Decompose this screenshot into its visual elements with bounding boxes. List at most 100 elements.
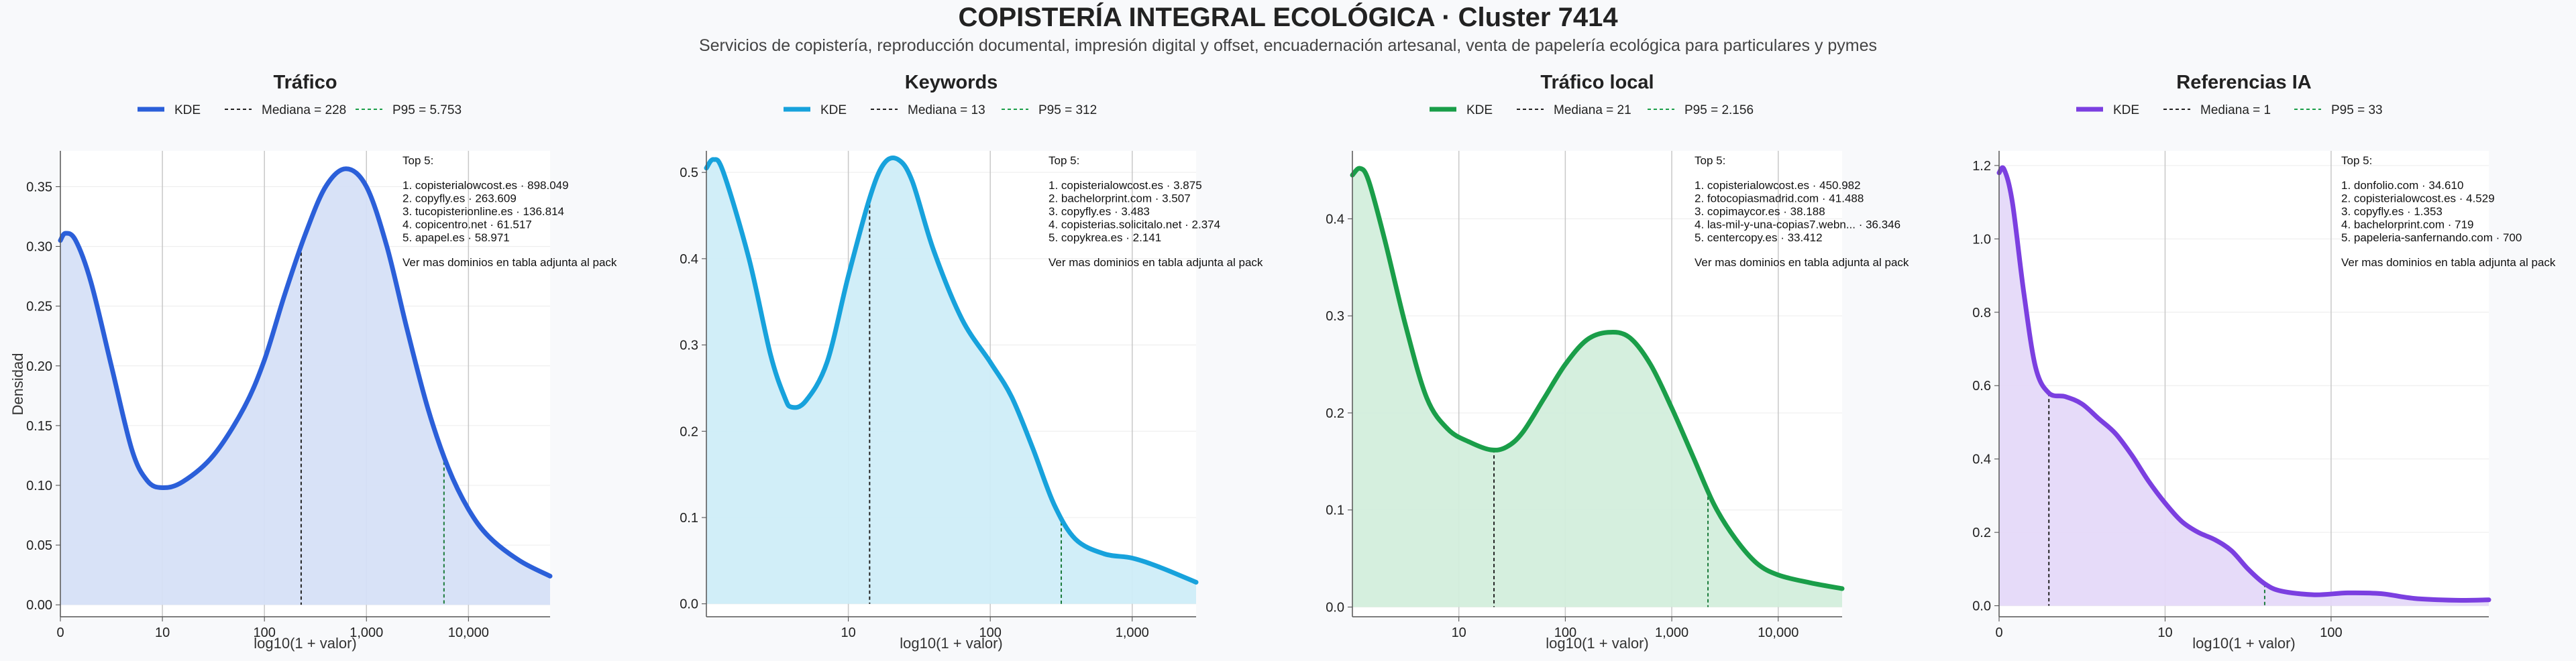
x-tick-label: 100 bbox=[253, 625, 275, 640]
y-tick-label: 0.3 bbox=[1326, 309, 1344, 324]
y-tick-label: 0.10 bbox=[26, 479, 52, 493]
top5-item: 4. copicentro.net · 61.517 bbox=[402, 219, 532, 231]
y-tick-label: 1.2 bbox=[1972, 159, 1991, 174]
top5-title: Top 5: bbox=[402, 154, 433, 167]
y-tick-label: 0.1 bbox=[1326, 503, 1344, 518]
chart-subtitle: Servicios de copistería, reproducción do… bbox=[698, 36, 1878, 55]
x-tick-label: 1,000 bbox=[350, 625, 383, 640]
y-tick-label: 0.8 bbox=[1972, 306, 1991, 320]
top5-item: 1. donfolio.com · 34.610 bbox=[2341, 179, 2463, 192]
kde-area bbox=[706, 158, 1196, 604]
x-tick-label: 10 bbox=[841, 625, 855, 640]
top5-item: 4. bachelorprint.com · 719 bbox=[2341, 219, 2474, 231]
y-tick-label: 0.25 bbox=[26, 300, 52, 314]
y-tick-label: 0.4 bbox=[1326, 212, 1344, 227]
legend-kde-label: KDE bbox=[1466, 103, 1493, 117]
y-tick-label: 0.05 bbox=[26, 538, 52, 553]
legend-p95-label: P95 = 312 bbox=[1038, 103, 1097, 117]
legend-median-label: Mediana = 21 bbox=[1554, 103, 1631, 117]
kde-line bbox=[1350, 166, 1845, 591]
y-tick-label: 0.2 bbox=[1972, 526, 1991, 540]
panel-title: Tráfico bbox=[273, 72, 337, 93]
y-tick-label: 0.30 bbox=[26, 240, 52, 255]
top5-note: Ver mas dominios en tabla adjunta al pac… bbox=[402, 256, 617, 269]
y-tick-label: 0.2 bbox=[680, 424, 698, 439]
x-axis-label: log10(1 + valor) bbox=[1546, 635, 1648, 652]
x-tick-label: 100 bbox=[2320, 625, 2342, 640]
chart-panel-1: Tráfico KDE Mediana = 228 P95 = 5.753 0.00 0.… bbox=[26, 72, 617, 652]
top5-item: 4. las-mil-y-una-copias7.webn... · 36.34… bbox=[1695, 219, 1900, 231]
y-tick-label: 0.0 bbox=[1326, 601, 1344, 615]
x-tick-label: 0 bbox=[1995, 625, 2002, 640]
chart-panel-2: Keywords KDE Mediana = 13 P95 = 312 0.0 0.1 0.… bbox=[680, 72, 1263, 652]
chart-title: COPISTERÍA INTEGRAL ECOLÓGICA · Cluster … bbox=[958, 3, 1618, 32]
x-tick-label: 100 bbox=[979, 625, 1002, 640]
top5-item: 2. fotocopiasmadrid.com · 41.488 bbox=[1695, 192, 1864, 205]
x-tick-label: 1,000 bbox=[1655, 625, 1688, 640]
x-tick-label: 10,000 bbox=[1758, 625, 1799, 640]
top5-item: 3. tucopisterionline.es · 136.814 bbox=[402, 205, 564, 218]
panel-title: Referencias IA bbox=[2176, 72, 2312, 93]
y-tick-label: 0.6 bbox=[1972, 379, 1991, 394]
top5-item: 5. apapel.es · 58.971 bbox=[402, 231, 510, 244]
top5-item: 5. copykrea.es · 2.141 bbox=[1049, 231, 1161, 244]
x-axis-label: log10(1 + valor) bbox=[254, 635, 356, 652]
x-tick-label: 10,000 bbox=[448, 625, 489, 640]
top5-item: 1. copisterialowcost.es · 3.875 bbox=[1049, 179, 1202, 192]
top5-annotation: Top 5: 1. copisterialowcost.es · 898.0492… bbox=[402, 154, 617, 269]
kde-area bbox=[1352, 168, 1842, 607]
legend-p95-label: P95 = 5.753 bbox=[392, 103, 462, 117]
legend-p95-label: P95 = 2.156 bbox=[1684, 103, 1754, 117]
panel-title: Keywords bbox=[905, 72, 998, 93]
chart-panel-3: Tráfico local KDE Mediana = 21 P95 = 2.156 0… bbox=[1326, 72, 1909, 652]
y-tick-label: 0.5 bbox=[680, 166, 698, 180]
legend-p95-label: P95 = 33 bbox=[2331, 103, 2383, 117]
top5-item: 2. copisterialowcost.es · 4.529 bbox=[2341, 192, 2495, 205]
y-tick-label: 0.00 bbox=[26, 598, 52, 613]
x-axis-label: log10(1 + valor) bbox=[2192, 635, 2295, 652]
top5-annotation: Top 5: 1. copisterialowcost.es · 450.9822… bbox=[1695, 154, 1909, 269]
y-tick-label: 0.0 bbox=[680, 597, 698, 612]
top5-item: 4. copisterias.solicitalo.net · 2.374 bbox=[1049, 219, 1220, 231]
legend-median-label: Mediana = 1 bbox=[2200, 103, 2271, 117]
top5-title: Top 5: bbox=[2341, 154, 2372, 167]
x-tick-label: 10 bbox=[1452, 625, 1466, 640]
chart-panel-4: Referencias IA KDE Mediana = 1 P95 = 33 0.0 0… bbox=[1972, 72, 2556, 652]
panel-title: Tráfico local bbox=[1540, 72, 1654, 93]
kde-line bbox=[1996, 165, 2491, 603]
kde-line bbox=[58, 166, 553, 579]
kde-area bbox=[1999, 168, 2489, 606]
y-tick-label: 0.3 bbox=[680, 339, 698, 353]
top5-item: 3. copimaycor.es · 38.188 bbox=[1695, 205, 1825, 218]
kde-line bbox=[704, 156, 1199, 585]
top5-title: Top 5: bbox=[1695, 154, 1725, 167]
kde-area bbox=[60, 168, 550, 605]
x-tick-label: 1,000 bbox=[1116, 625, 1149, 640]
top5-item: 2. copyfly.es · 263.609 bbox=[402, 192, 517, 205]
top5-item: 3. copyfly.es · 1.353 bbox=[2341, 205, 2443, 218]
x-axis-label: log10(1 + valor) bbox=[900, 635, 1002, 652]
top5-note: Ver mas dominios en tabla adjunta al pac… bbox=[1049, 256, 1263, 269]
x-tick-label: 10 bbox=[155, 625, 170, 640]
legend: KDE Mediana = 228 P95 = 5.753 bbox=[138, 103, 462, 117]
top5-title: Top 5: bbox=[1049, 154, 1079, 167]
y-tick-label: 1.0 bbox=[1972, 232, 1991, 247]
legend-kde-label: KDE bbox=[174, 103, 201, 117]
legend-kde-label: KDE bbox=[820, 103, 847, 117]
legend: KDE Mediana = 13 P95 = 312 bbox=[784, 103, 1097, 117]
y-tick-label: 0.4 bbox=[680, 252, 698, 267]
top5-item: 5. centercopy.es · 33.412 bbox=[1695, 231, 1823, 244]
top5-item: 2. bachelorprint.com · 3.507 bbox=[1049, 192, 1191, 205]
y-tick-label: 0.2 bbox=[1326, 406, 1344, 421]
y-tick-label: 0.1 bbox=[680, 511, 698, 526]
x-tick-label: 10 bbox=[2157, 625, 2172, 640]
y-tick-label: 0.4 bbox=[1972, 453, 1991, 467]
top5-item: 1. copisterialowcost.es · 450.982 bbox=[1695, 179, 1861, 192]
y-tick-label: 0.35 bbox=[26, 180, 52, 194]
legend: KDE Mediana = 1 P95 = 33 bbox=[2076, 103, 2383, 117]
legend-kde-label: KDE bbox=[2113, 103, 2139, 117]
y-tick-label: 0.20 bbox=[26, 359, 52, 374]
top5-annotation: Top 5: 1. copisterialowcost.es · 3.8752. … bbox=[1049, 154, 1263, 269]
